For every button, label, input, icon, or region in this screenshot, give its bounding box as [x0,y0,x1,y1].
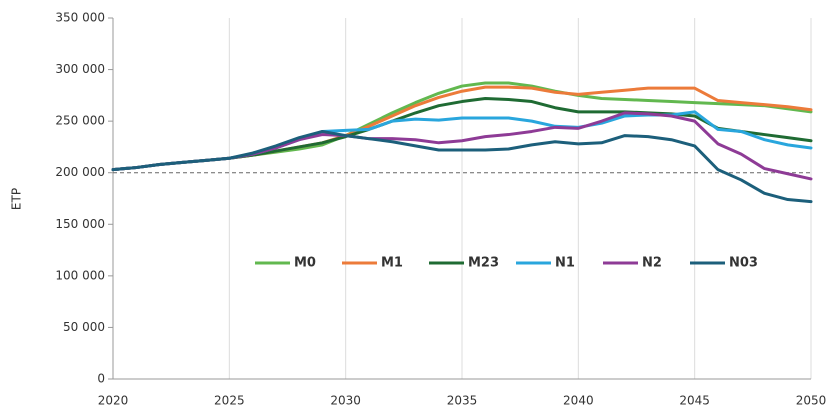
x-tick-label: 2050 [796,394,827,408]
x-tick-label: 2020 [98,394,129,408]
y-tick-label: 250 000 [55,114,105,128]
y-axis-label: ETP [10,188,24,210]
y-tick-label: 0 [97,372,105,386]
y-tick-label: 200 000 [55,165,105,179]
x-tick-label: 2025 [214,394,245,408]
legend-label: N2 [642,256,662,271]
y-tick-label: 50 000 [63,320,105,334]
legend-label: N1 [555,256,575,271]
legend-label: M0 [294,256,316,271]
legend-label: M1 [381,256,403,271]
legend-label: N03 [729,256,758,271]
x-tick-label: 2040 [563,394,594,408]
y-tick-label: 100 000 [55,268,105,282]
y-tick-label: 150 000 [55,217,105,231]
y-tick-label: 300 000 [55,62,105,76]
x-tick-label: 2030 [330,394,361,408]
y-tick-label: 350 000 [55,11,105,25]
legend-label: M23 [468,256,499,271]
x-tick-label: 2045 [679,394,710,408]
x-tick-label: 2035 [447,394,478,408]
series-line [111,129,813,204]
